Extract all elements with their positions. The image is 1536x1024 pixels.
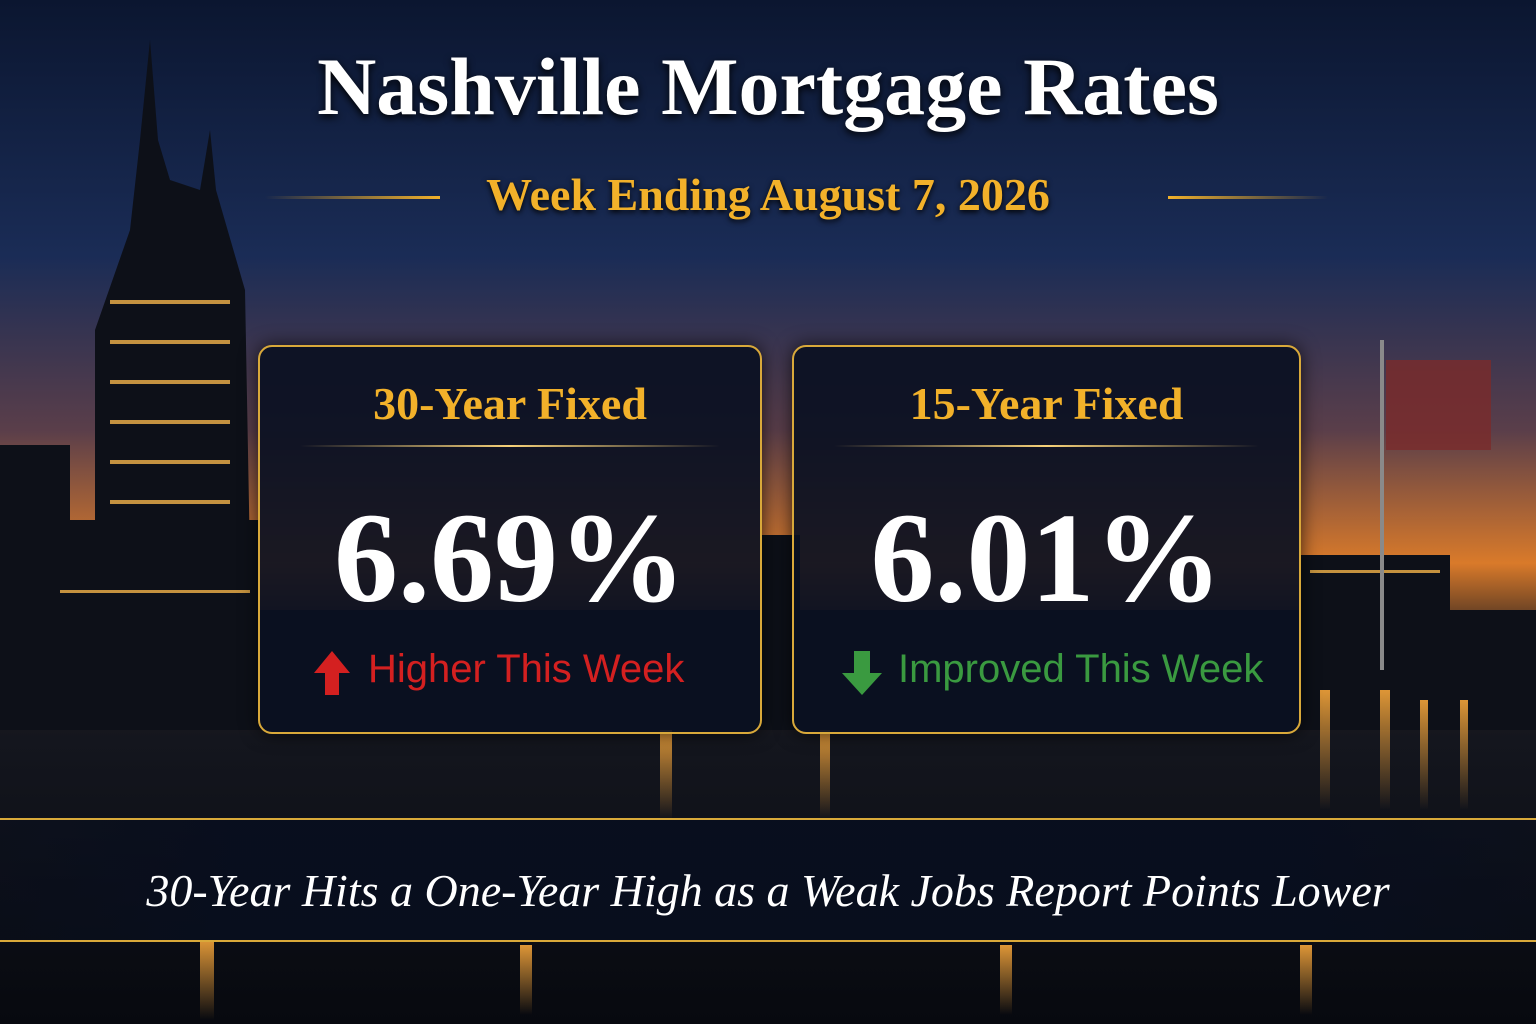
card-change: Improved This Week bbox=[898, 647, 1264, 691]
banner-text: 30-Year Hits a One-Year High as a Weak J… bbox=[146, 865, 1390, 916]
card-label: 15-Year Fixed bbox=[909, 378, 1184, 429]
card-change: Higher This Week bbox=[368, 647, 685, 691]
card-rule bbox=[300, 445, 720, 447]
down-arrow bbox=[842, 651, 882, 695]
subtitle: Week Ending August 7, 2026 bbox=[486, 169, 1050, 220]
banner: 30-Year Hits a One-Year High as a Weak J… bbox=[0, 818, 1536, 942]
up-arrow bbox=[314, 651, 350, 695]
card-rate: 6.69% bbox=[334, 487, 686, 629]
card-label: 30-Year Fixed bbox=[373, 378, 647, 429]
rate-card: 30-Year Fixed 6.69% Higher This Week bbox=[258, 345, 762, 734]
card-rule bbox=[834, 445, 1259, 447]
card-rate: 6.01% bbox=[870, 487, 1223, 629]
rate-card: 15-Year Fixed 6.01% Improved This Week bbox=[792, 345, 1301, 734]
subtitle-rule bbox=[265, 196, 440, 199]
title: Nashville Mortgage Rates bbox=[317, 41, 1219, 132]
